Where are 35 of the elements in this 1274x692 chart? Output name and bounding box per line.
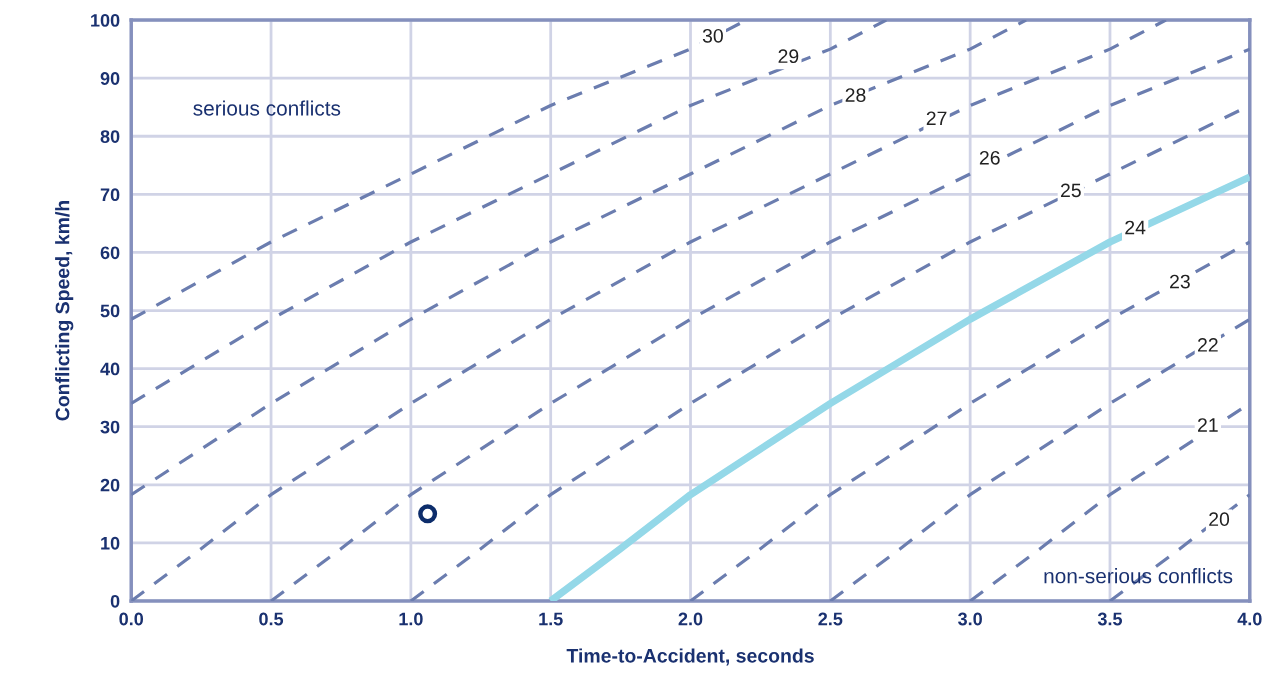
annotation: 27 bbox=[926, 111, 947, 126]
annotation: 30 bbox=[702, 28, 723, 43]
x-tick-label: 3.0 bbox=[958, 612, 982, 626]
x-tick-label: 3.5 bbox=[1097, 612, 1123, 626]
y-tick-label: 40 bbox=[100, 362, 120, 376]
annotation: non-serious conflicts bbox=[1044, 568, 1233, 584]
x-tick-label: 2.0 bbox=[678, 612, 703, 626]
x-tick-label: 2.5 bbox=[818, 612, 843, 626]
y-tick-label: 20 bbox=[100, 478, 120, 492]
y-axis-title: Conflicting Speed, km/h bbox=[55, 201, 74, 421]
annotation: 22 bbox=[1198, 338, 1218, 352]
x-tick-label: 0.5 bbox=[259, 612, 284, 626]
annotation: 26 bbox=[979, 150, 1000, 165]
annotation: 21 bbox=[1198, 418, 1218, 432]
x-tick-label: 4.0 bbox=[1237, 612, 1262, 626]
annotation: serious conflicts bbox=[193, 100, 341, 116]
annotation: 25 bbox=[1060, 183, 1081, 198]
y-tick-label: 100 bbox=[91, 14, 120, 27]
x-tick-label: 1.5 bbox=[539, 612, 563, 626]
annotation: 29 bbox=[778, 49, 799, 64]
y-tick-label: 60 bbox=[100, 246, 120, 260]
annotation: 24 bbox=[1125, 220, 1146, 235]
annotation: 20 bbox=[1209, 512, 1230, 527]
x-tick-label: 0.0 bbox=[119, 612, 144, 626]
y-tick-label: 10 bbox=[101, 536, 120, 550]
y-tick-label: 70 bbox=[100, 188, 120, 202]
annotation: 28 bbox=[845, 88, 866, 102]
y-tick-label: 50 bbox=[100, 304, 120, 318]
x-axis-title: Time-to-Accident, seconds bbox=[566, 648, 814, 666]
x-tick-label: 1.0 bbox=[399, 612, 423, 626]
y-tick-label: 90 bbox=[100, 72, 120, 85]
annotation: 23 bbox=[1170, 274, 1190, 289]
y-tick-label: 80 bbox=[100, 130, 120, 143]
y-tick-label: 0 bbox=[110, 594, 120, 608]
y-tick-label: 30 bbox=[100, 420, 120, 434]
